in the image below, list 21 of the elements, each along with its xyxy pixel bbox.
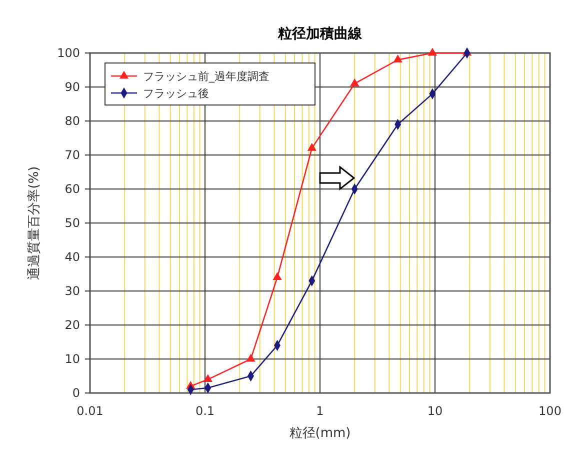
x-tick-label: 0.01 <box>76 404 104 418</box>
chart-title: 粒径加積曲線 <box>277 26 363 42</box>
y-tick-label: 70 <box>64 148 80 162</box>
x-tick-label: 10 <box>427 404 443 418</box>
legend-label: フラッシュ前_過年度調査 <box>143 70 270 83</box>
y-tick-label: 10 <box>64 352 80 366</box>
y-tick-label: 100 <box>57 46 80 60</box>
legend-label: フラッシュ後 <box>143 86 209 100</box>
y-tick-label: 20 <box>64 318 80 332</box>
y-tick-label: 60 <box>64 182 80 196</box>
x-tick-label: 1 <box>316 404 324 418</box>
y-tick-label: 40 <box>64 250 80 264</box>
x-axis-title: 粒径(mm) <box>289 426 351 441</box>
y-tick-label: 0 <box>72 386 80 400</box>
x-tick-label: 0.1 <box>195 404 215 418</box>
y-tick-label: 90 <box>64 80 80 94</box>
y-axis-title: 通過質量百分率(%) <box>26 166 42 280</box>
y-tick-label: 50 <box>64 216 80 230</box>
y-tick-label: 80 <box>64 114 80 128</box>
y-tick-label: 30 <box>64 284 80 298</box>
x-tick-label: 100 <box>538 404 562 418</box>
